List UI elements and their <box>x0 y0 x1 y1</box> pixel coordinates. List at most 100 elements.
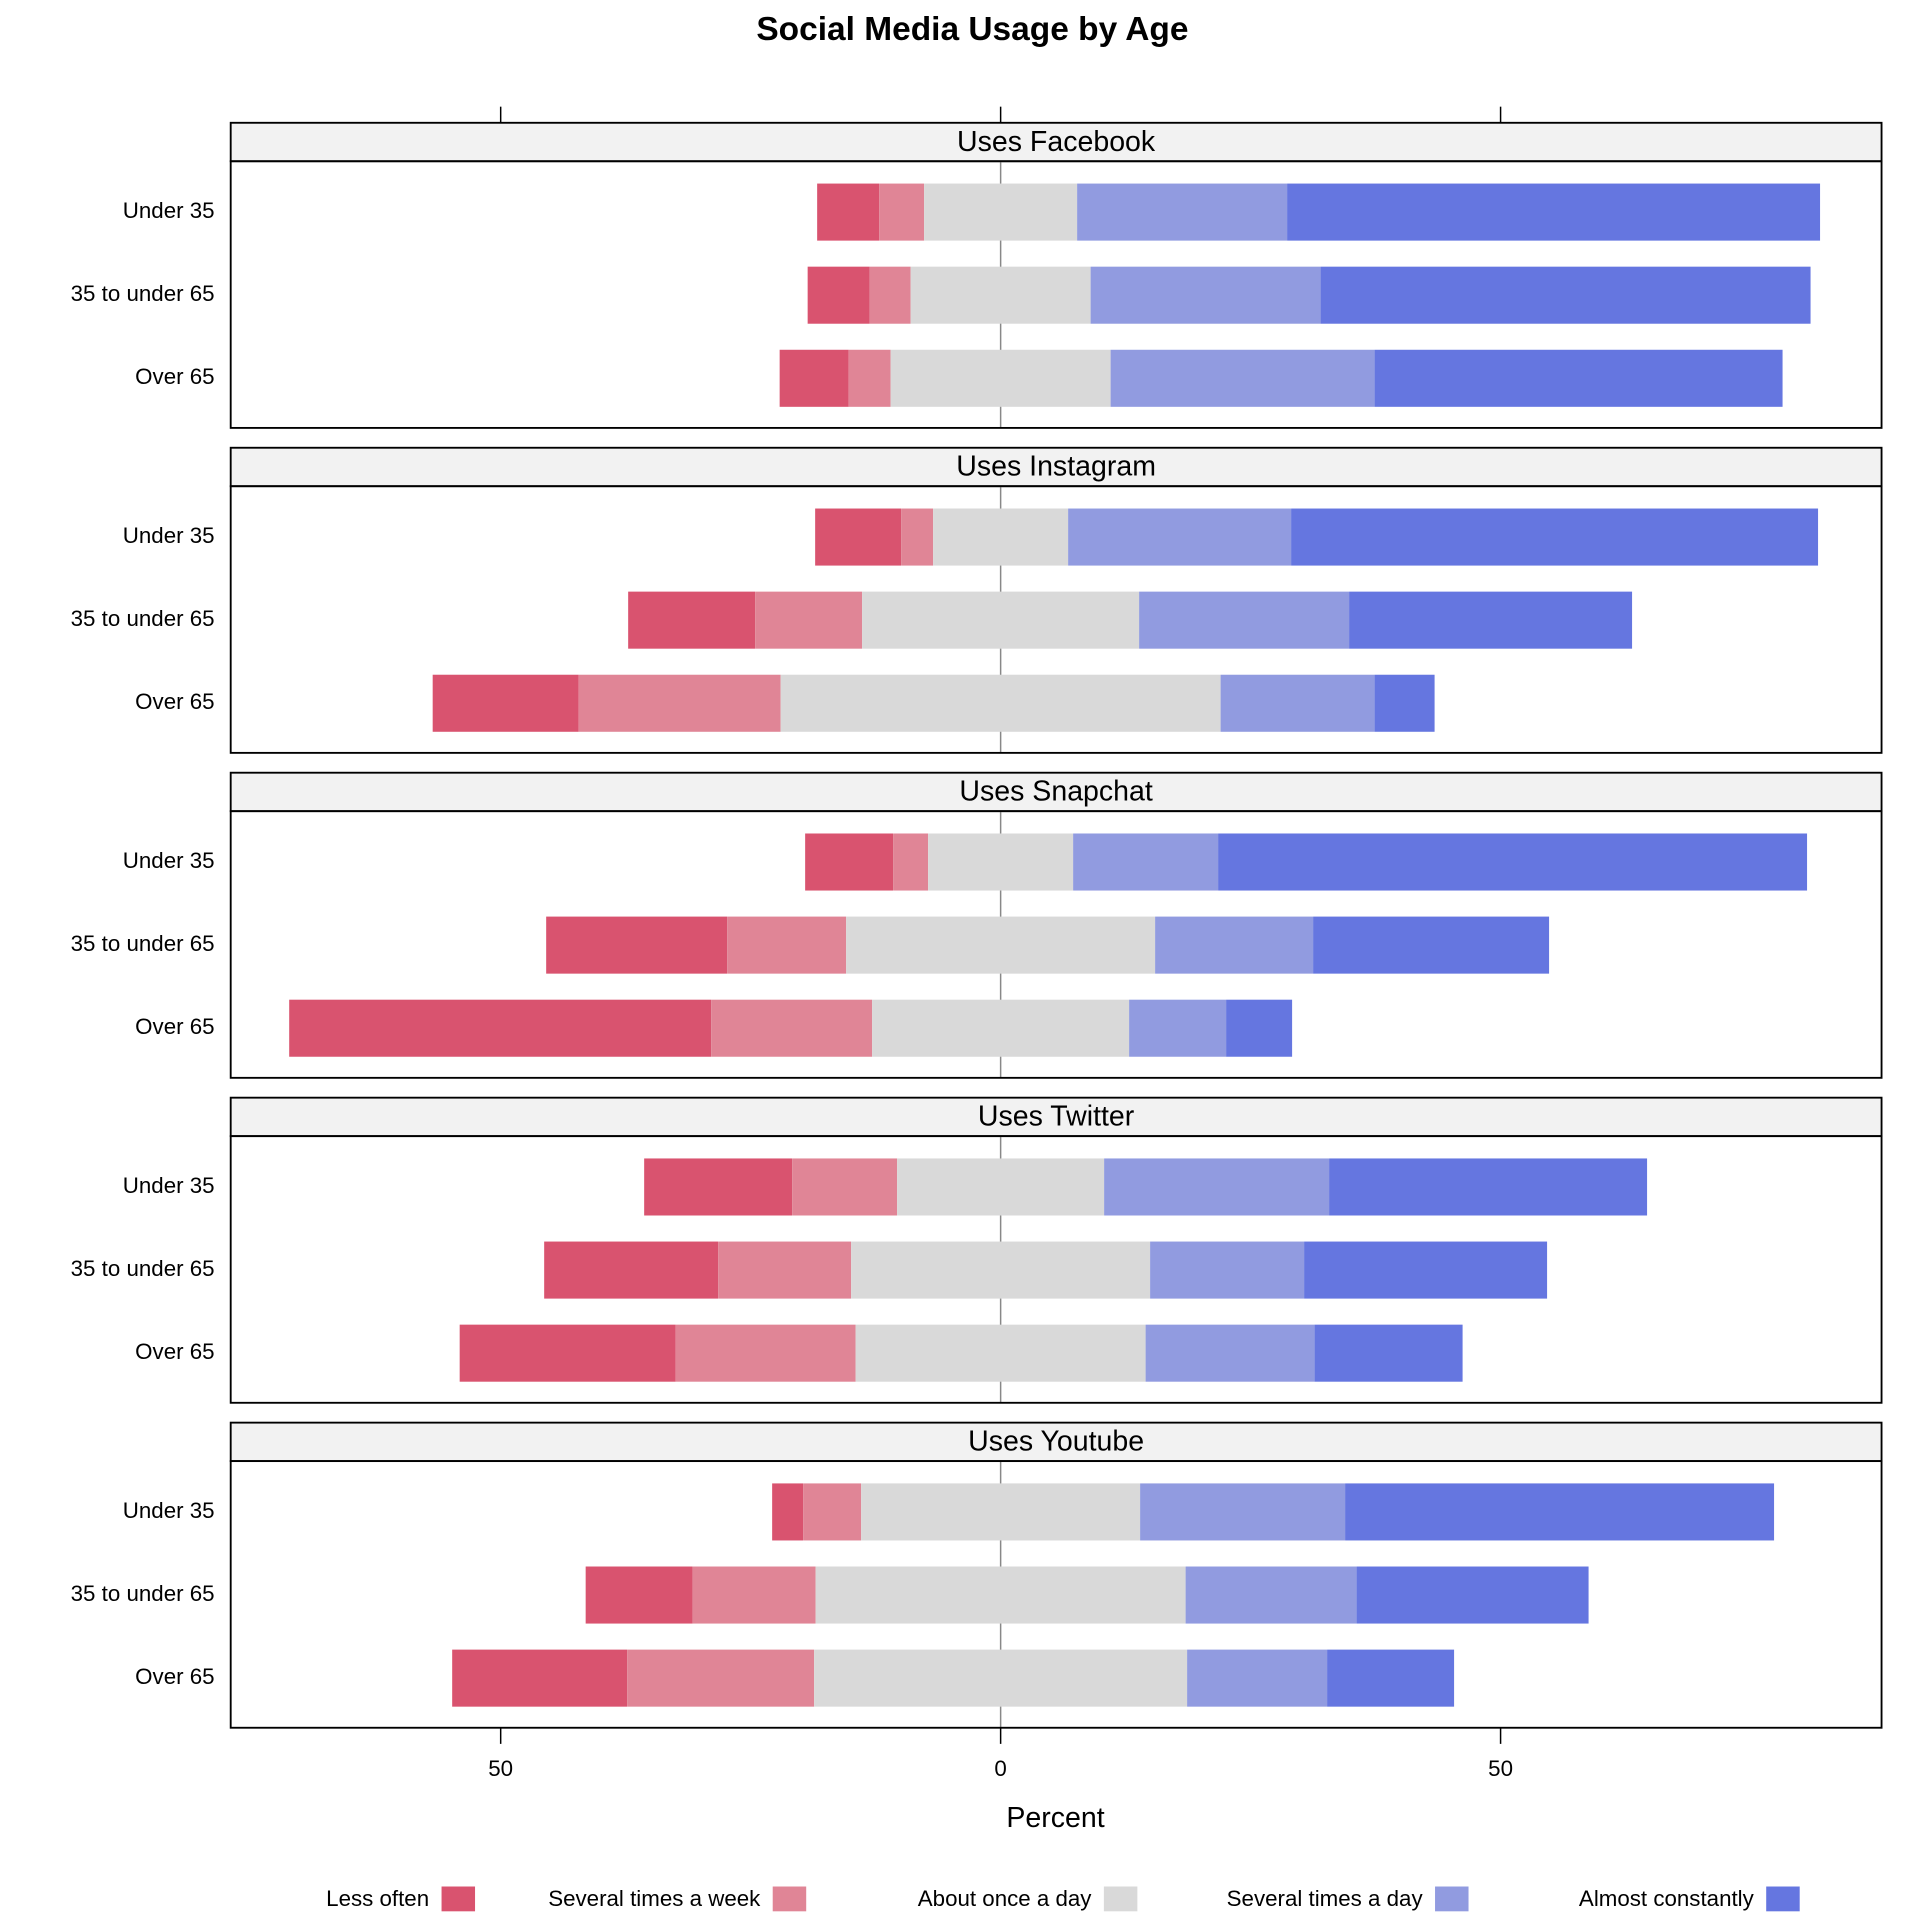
y-tick-label: Over 65 <box>135 689 214 714</box>
bar-segment <box>910 266 1091 324</box>
x-tick-label: 50 <box>1488 1756 1513 1781</box>
bar-segment <box>924 183 1078 241</box>
bar-segment <box>815 508 902 566</box>
bar-segment <box>1374 349 1783 407</box>
y-tick-label: Under 35 <box>123 523 215 548</box>
bar-segment <box>1356 1566 1589 1624</box>
y-tick-label: Under 35 <box>123 1173 215 1198</box>
bar-segment <box>1287 183 1821 241</box>
bar-segment <box>459 1324 676 1382</box>
bar-segment <box>1320 266 1811 324</box>
bar-segment <box>855 1324 1146 1382</box>
panel-frame <box>229 1460 1883 1729</box>
legend-swatch <box>441 1886 476 1912</box>
y-tick-label: Over 65 <box>135 1014 214 1039</box>
bar-segment <box>890 349 1111 407</box>
bar-segment <box>546 916 728 974</box>
bar-segment <box>544 1241 719 1299</box>
y-tick-label: 35 to under 65 <box>71 931 215 956</box>
bar-segment <box>1313 916 1550 974</box>
bar-segment <box>869 266 911 324</box>
legend-label: Several times a week <box>548 1886 761 1911</box>
legend-swatch <box>1766 1886 1800 1912</box>
bar-segment <box>1068 508 1292 566</box>
bar-segment <box>1110 349 1375 407</box>
bar-segment <box>1150 1241 1305 1299</box>
bar-segment <box>1329 1158 1648 1216</box>
bar-segment <box>879 183 925 241</box>
bar-segment <box>711 999 873 1057</box>
bar-segment <box>792 1158 898 1216</box>
bar-segment <box>1090 266 1321 324</box>
bar-segment <box>755 591 863 649</box>
bar-segment <box>805 833 894 891</box>
bar-segment <box>1104 1158 1330 1216</box>
bar-segment <box>1077 183 1288 241</box>
panel-strip <box>229 1421 1883 1463</box>
bar-segment <box>675 1324 856 1382</box>
bar-segment <box>862 591 1140 649</box>
bar-segment <box>933 508 1069 566</box>
bar-segment <box>1220 674 1375 732</box>
legend-label: About once a day <box>918 1886 1093 1911</box>
bar-segment <box>803 1483 862 1541</box>
bar-segment <box>897 1158 1105 1216</box>
panel-strip <box>229 446 1883 488</box>
bar-segment <box>779 349 849 407</box>
bar-segment <box>861 1483 1141 1541</box>
bar-segment <box>1314 1324 1463 1382</box>
bar-segment <box>1139 591 1350 649</box>
y-tick-label: Over 65 <box>135 1339 214 1364</box>
bar-segment <box>1374 674 1435 732</box>
y-tick-label: 35 to under 65 <box>71 1581 215 1606</box>
bar-segment <box>1155 916 1314 974</box>
bar-segment <box>432 674 579 732</box>
bar-segment <box>627 1649 815 1707</box>
bar-segment <box>1140 1483 1346 1541</box>
bar-segment <box>814 1649 1188 1707</box>
panel-title: Uses Twitter <box>978 1101 1135 1133</box>
bar-segment <box>718 1241 852 1299</box>
bar-segment <box>1145 1324 1315 1382</box>
legend-label: Almost constantly <box>1579 1886 1755 1911</box>
panel-frame <box>229 810 1883 1079</box>
panel-title: Uses Snapchat <box>959 776 1152 808</box>
bar-segment <box>807 266 870 324</box>
y-tick-label: Under 35 <box>123 1498 215 1523</box>
bar-segment <box>893 833 929 891</box>
bar-segment <box>848 349 891 407</box>
bar-segment <box>872 999 1130 1057</box>
legend-swatch <box>1103 1886 1138 1912</box>
bar-segment <box>1185 1566 1357 1624</box>
bar-segment <box>1226 999 1293 1057</box>
y-tick-label: Over 65 <box>135 1664 214 1689</box>
bar-segment <box>1304 1241 1548 1299</box>
y-tick-label: 35 to under 65 <box>71 281 215 306</box>
bar-segment <box>727 916 847 974</box>
y-tick-label: Under 35 <box>123 198 215 223</box>
bar-segment <box>585 1566 693 1624</box>
bar-segment <box>452 1649 628 1707</box>
bar-segment <box>1345 1483 1775 1541</box>
y-tick-label: 35 to under 65 <box>71 606 215 631</box>
x-axis-label: Percent <box>1006 1802 1104 1834</box>
y-tick-label: 35 to under 65 <box>71 1256 215 1281</box>
panel-title: Uses Instagram <box>956 451 1156 483</box>
bar-segment <box>1073 833 1219 891</box>
panel-frame <box>229 1135 1883 1404</box>
panel-frame <box>229 485 1883 754</box>
bar-segment <box>1129 999 1227 1057</box>
legend-swatch <box>1435 1886 1469 1912</box>
legend-swatch <box>772 1886 807 1912</box>
bar-segment <box>1187 1649 1328 1707</box>
panel-strip <box>229 771 1883 813</box>
bar-segment <box>578 674 781 732</box>
bar-segment <box>846 916 1156 974</box>
panel-title: Uses Youtube <box>968 1426 1144 1458</box>
legend-label: Less often <box>326 1886 429 1911</box>
x-tick-label: 50 <box>488 1756 513 1781</box>
legend-label: Several times a day <box>1227 1886 1424 1911</box>
bar-segment <box>1218 833 1808 891</box>
bar-segment <box>851 1241 1151 1299</box>
panel-frame <box>229 160 1883 429</box>
